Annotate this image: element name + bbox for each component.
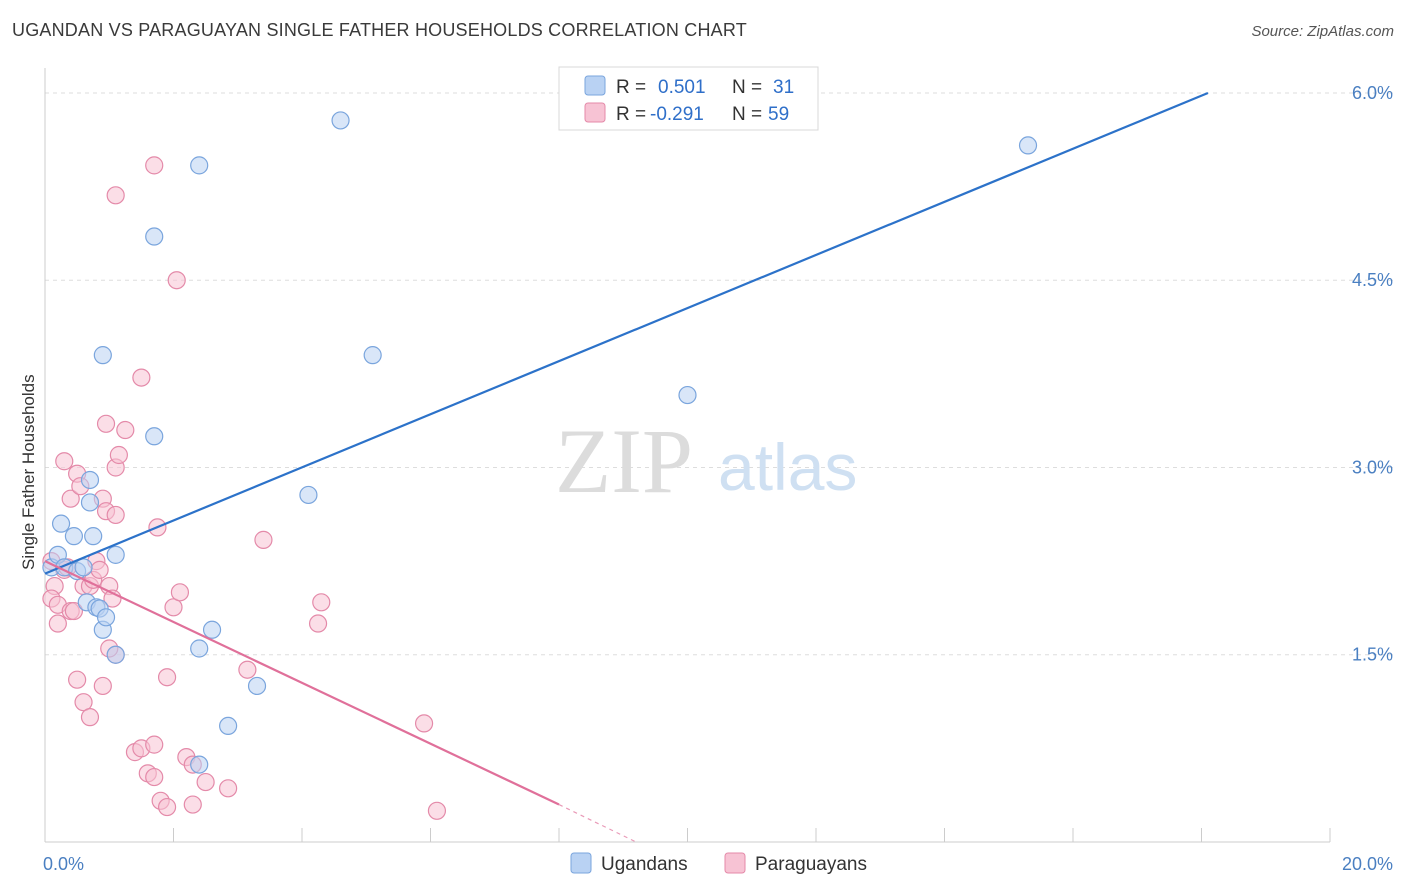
legend-swatch-paraguayans: [584, 102, 606, 123]
ugandan-point: [106, 645, 125, 664]
ugandan-point: [96, 608, 116, 627]
paraguayan-point: [183, 795, 202, 814]
ugandan-point: [202, 620, 222, 639]
x-tick-label-max: 20.0%: [1342, 854, 1393, 874]
ugandan-point: [84, 527, 103, 546]
ugandan-point: [1018, 136, 1038, 155]
source-label: Source: ZipAtlas.com: [1251, 23, 1394, 40]
paraguayan-point: [254, 530, 273, 549]
ugandan-point: [331, 111, 350, 130]
ugandan-point: [74, 558, 93, 577]
paraguayan-point: [308, 614, 328, 633]
paraguayan-point: [116, 420, 135, 440]
ugandan-point: [190, 639, 209, 658]
ugandans-points: [42, 111, 1038, 774]
ugandan-point: [64, 527, 84, 546]
paraguayan-point: [427, 801, 447, 820]
ugandan-point: [190, 156, 209, 175]
paraguayans-points: [42, 156, 447, 820]
paraguayans-trend-line: [44, 560, 560, 806]
paraguayan-point: [132, 368, 151, 387]
paraguayan-point: [96, 414, 116, 433]
paraguayan-point: [219, 779, 238, 798]
legend-r-value-2: -0.291: [650, 104, 704, 125]
ugandan-point: [678, 385, 697, 405]
paraguayan-point: [106, 186, 125, 205]
y-tick-label: 6.0%: [1352, 83, 1393, 103]
paraguayan-point: [48, 614, 67, 633]
bottom-legend-ugandans: Ugandans: [601, 854, 688, 875]
y-tick-label: 3.0%: [1352, 457, 1393, 477]
bottom-legend-paraguayans: Paraguayans: [755, 854, 867, 875]
correlation-legend: R = 0.501 N = 31 R = -0.291 N = 59: [558, 66, 819, 131]
bottom-legend-swatch-paraguayans: [724, 852, 746, 874]
legend-r-label-1: R =: [616, 77, 646, 98]
paraguayan-point: [90, 560, 109, 579]
ugandan-point: [363, 346, 382, 365]
paraguayan-point: [238, 660, 257, 679]
bottom-legend-swatch-ugandans: [570, 852, 592, 874]
paraguayan-point: [145, 735, 164, 754]
paraguayan-point: [312, 593, 331, 612]
paraguayan-point: [170, 583, 190, 602]
ugandans-trend-line: [44, 91, 1209, 575]
paraguayan-point: [55, 452, 74, 471]
paraguayan-point: [196, 772, 215, 792]
ugandan-point: [145, 227, 164, 246]
watermark-atlas: atlas: [718, 430, 857, 504]
y-tick-label: 1.5%: [1352, 645, 1393, 665]
paraguayan-point: [157, 797, 177, 817]
paraguayan-point: [80, 708, 100, 727]
ugandan-point: [106, 545, 125, 564]
x-tick-label-min: 0.0%: [43, 854, 84, 874]
ugandan-point: [80, 470, 100, 490]
paraguayan-point: [145, 156, 164, 175]
paraguayan-point: [68, 670, 87, 689]
legend-n-label-1: N =: [732, 77, 762, 98]
paraguayan-point: [74, 693, 93, 712]
series-legend: Ugandans Paraguayans: [570, 852, 867, 875]
legend-n-label-2: N =: [732, 104, 762, 125]
ugandan-point: [51, 514, 71, 533]
legend-n-value-2: 59: [768, 104, 789, 125]
paraguayan-point: [167, 271, 186, 290]
ugandan-point: [80, 493, 100, 512]
paraguayan-point: [106, 505, 125, 525]
ugandan-point: [299, 485, 318, 505]
paraguayan-point: [109, 445, 128, 465]
ugandan-point: [247, 676, 267, 696]
ugandan-point: [145, 427, 164, 446]
ugandan-point: [219, 716, 238, 736]
paraguayan-point: [61, 489, 80, 508]
ugandan-point: [190, 755, 209, 774]
legend-swatch-ugandans: [584, 75, 606, 96]
paraguayan-point: [157, 668, 177, 687]
paraguayan-point: [64, 601, 84, 621]
paraguayans-trend-extension: [558, 804, 637, 843]
y-tick-label: 4.5%: [1352, 270, 1393, 290]
paraguayan-point: [93, 676, 112, 696]
paraguayan-point: [414, 714, 434, 733]
legend-r-label-2: R =: [616, 104, 646, 125]
ugandan-point: [93, 346, 112, 365]
legend-n-value-1: 31: [773, 77, 794, 98]
y-axis-label: Single Father Households: [19, 374, 38, 570]
gridlines: [45, 92, 1395, 656]
watermark-zip: ZIP: [555, 410, 693, 512]
legend-r-value-1: 0.501: [658, 77, 706, 98]
tick-labels: 1.5% 3.0% 4.5% 6.0% 0.0% 20.0%: [43, 83, 1393, 874]
trend-lines: [44, 91, 1209, 843]
paraguayan-point: [145, 767, 164, 787]
paraguayan-point: [164, 598, 183, 617]
axes: [44, 68, 1331, 843]
chart-title: UGANDAN VS PARAGUAYAN SINGLE FATHER HOUS…: [12, 20, 747, 40]
